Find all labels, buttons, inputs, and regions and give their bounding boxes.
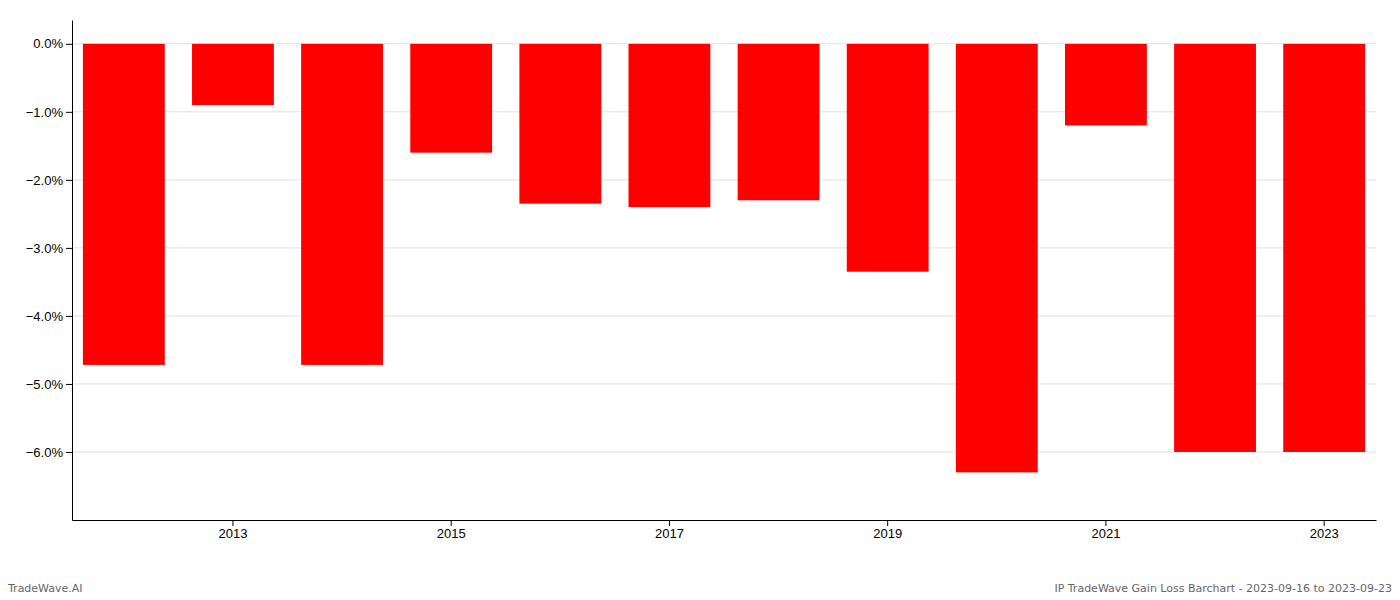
plot-area: 0.0%−1.0%−2.0%−3.0%−4.0%−5.0%−6.0%201320… — [26, 21, 1377, 542]
y-tick-mark — [66, 44, 72, 45]
y-tick-label: −2.0% — [26, 173, 64, 188]
x-tick-mark — [1105, 520, 1106, 526]
x-tick-mark — [887, 520, 888, 526]
y-tick: −4.0% — [26, 309, 72, 324]
x-tick-label: 2017 — [655, 526, 684, 541]
x-tick: 2013 — [218, 520, 247, 541]
y-axis-line — [72, 21, 73, 521]
y-tick-label: −6.0% — [26, 445, 64, 460]
y-tick-label: 0.0% — [33, 36, 63, 51]
x-tick-label: 2015 — [437, 526, 466, 541]
y-tick-label: −3.0% — [26, 241, 64, 256]
y-tick-mark — [66, 112, 72, 113]
y-tick-mark — [66, 316, 72, 317]
y-tick: −6.0% — [26, 445, 72, 460]
bar — [192, 44, 274, 105]
y-tick-label: −5.0% — [26, 377, 64, 392]
x-tick-mark — [669, 520, 670, 526]
x-axis: 2013 2015 2017 2019 2021 2023 — [73, 520, 1377, 541]
y-tick: −3.0% — [26, 241, 72, 256]
bar — [1065, 44, 1147, 126]
bar — [629, 44, 711, 207]
x-tick-label: 2019 — [873, 526, 902, 541]
bar — [519, 44, 601, 204]
footer-text: TradeWave.AI — [7, 582, 83, 595]
x-tick-label: 2023 — [1310, 526, 1339, 541]
x-tick-mark — [451, 520, 452, 526]
x-tick: 2021 — [1091, 520, 1120, 541]
x-tick-mark — [1324, 520, 1325, 526]
y-tick: −2.0% — [26, 173, 72, 188]
footer-text: IP TradeWave Gain Loss Barchart - 2023-0… — [1054, 582, 1392, 595]
x-axis-line — [73, 520, 1377, 521]
bar — [301, 44, 383, 365]
bar — [847, 44, 929, 272]
y-tick-label: −4.0% — [26, 309, 64, 324]
bars — [83, 44, 1365, 473]
annotations: TradeWave.AI IP TradeWave Gain Loss Barch… — [7, 582, 1392, 595]
grid — [72, 44, 1376, 452]
x-tick: 2019 — [873, 520, 902, 541]
bar — [956, 44, 1038, 473]
x-tick-label: 2013 — [218, 526, 247, 541]
bar — [738, 44, 820, 200]
x-tick-label: 2021 — [1091, 526, 1120, 541]
y-tick: 0.0% — [33, 36, 72, 51]
x-tick: 2017 — [655, 520, 684, 541]
bar — [83, 44, 165, 365]
x-tick: 2015 — [437, 520, 466, 541]
y-tick-mark — [66, 384, 72, 385]
y-tick: −1.0% — [26, 104, 72, 119]
y-tick-mark — [66, 452, 72, 453]
bar — [1283, 44, 1365, 452]
x-tick-mark — [232, 520, 233, 526]
bar — [1174, 44, 1256, 452]
y-axis: 0.0% −1.0% −2.0% −3.0% −4.0% −5.0% −6.0% — [26, 21, 73, 521]
x-tick: 2023 — [1310, 520, 1339, 541]
bar — [410, 44, 492, 153]
chart-container: 0.0%−1.0%−2.0%−3.0%−4.0%−5.0%−6.0%201320… — [0, 0, 1400, 600]
y-tick-label: −1.0% — [26, 104, 64, 119]
chart-svg: 0.0%−1.0%−2.0%−3.0%−4.0%−5.0%−6.0%201320… — [0, 0, 1400, 600]
y-tick-mark — [66, 180, 72, 181]
y-tick-mark — [66, 248, 72, 249]
y-tick: −5.0% — [26, 377, 72, 392]
